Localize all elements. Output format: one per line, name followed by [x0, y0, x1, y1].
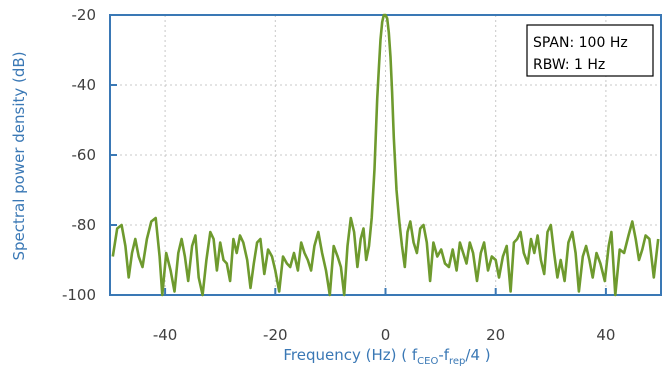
y-tick-labels: -20 -40 -60 -80 -100 — [62, 6, 96, 304]
legend-rbw: RBW: 1 Hz — [533, 57, 605, 73]
series-line — [111, 13, 660, 297]
legend-span: SPAN: 100 Hz — [533, 35, 628, 51]
x-axis-title-sub-ceo: CEO — [417, 356, 438, 367]
x-axis-title-minus: -f — [438, 346, 449, 364]
x-axis-title: Frequency (Hz) ( fCEO-frep/4 ) — [283, 346, 490, 367]
y-tick-label: -40 — [72, 76, 97, 94]
axis-ticks — [110, 14, 607, 296]
x-tick-label: 0 — [381, 326, 391, 344]
x-tick-label: -20 — [263, 326, 288, 344]
x-tick-label: 40 — [596, 326, 615, 344]
x-tick-labels: -40 -20 0 20 40 — [153, 326, 616, 344]
x-axis-title-sub-rep: rep — [449, 356, 465, 367]
x-tick-label: -40 — [153, 326, 178, 344]
grid-lines — [110, 15, 661, 295]
y-tick-label: -20 — [72, 6, 97, 24]
x-axis-title-close: /4 ) — [465, 346, 490, 364]
y-tick-label: -60 — [72, 146, 97, 164]
y-axis-title: Spectral power density (dB) — [10, 51, 28, 260]
x-axis-title-paren: ( f — [396, 346, 417, 364]
y-tick-label: -80 — [72, 216, 97, 234]
y-tick-label: -100 — [62, 286, 96, 304]
legend-box: SPAN: 100 Hz RBW: 1 Hz — [526, 24, 654, 77]
x-axis-title-main: Frequency (Hz) — [283, 346, 396, 364]
x-tick-label: 20 — [486, 326, 505, 344]
